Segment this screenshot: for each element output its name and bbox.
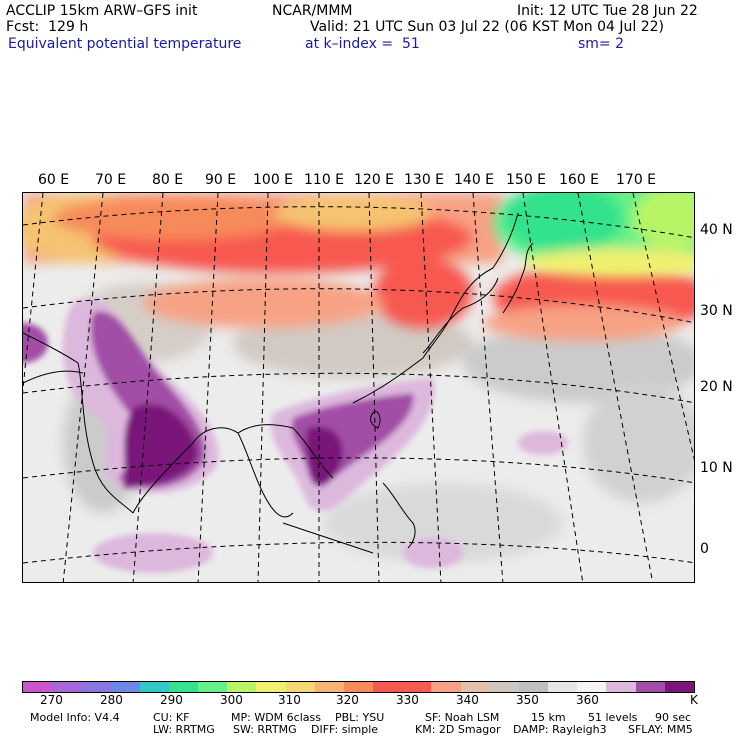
colorbar-label-310: 310	[278, 693, 301, 707]
footer-model-info: Model Info: V4.4	[30, 711, 120, 724]
colorbar-swatch-3	[110, 682, 140, 692]
colorbar-swatch-8	[256, 682, 286, 692]
graticule	[23, 193, 694, 582]
colorbar-label-300: 300	[220, 693, 243, 707]
colorbar-swatch-5	[168, 682, 199, 692]
footer-pbl: PBL: YSU	[335, 711, 385, 724]
colorbar-label-320: 320	[336, 693, 359, 707]
colorbar-swatch-22	[664, 682, 694, 692]
footer-diff: DIFF: simple	[311, 723, 379, 736]
lon-label-120e: 120 E	[354, 172, 395, 188]
footer-sf: SF: Noah LSM	[425, 711, 500, 724]
lon-label-80e: 80 E	[152, 172, 184, 188]
level-label: at k–index = 51	[305, 36, 420, 52]
colorbar	[22, 681, 695, 693]
lon-label-160e: 160 E	[559, 172, 600, 188]
colorbar-label-360: 360	[576, 693, 599, 707]
smoothing-label: sm= 2	[578, 36, 625, 52]
colorbar-swatch-19	[577, 682, 607, 692]
model-title: ACCLIP 15km ARW–GFS init	[6, 3, 198, 19]
footer-cu: CU: KF	[153, 711, 190, 724]
footer-sflay: SFLAY: MM5	[628, 723, 693, 736]
lon-label-110e: 110 E	[304, 172, 345, 188]
forecast-hour: Fcst: 129 h	[6, 19, 89, 35]
colorbar-swatch-12	[373, 682, 403, 692]
colorbar-swatch-10	[314, 682, 344, 692]
lat-label-10n: 10 N	[700, 460, 733, 476]
footer-damp: DAMP: Rayleigh3	[513, 723, 607, 736]
lon-label-130e: 130 E	[404, 172, 445, 188]
colorbar-swatch-13	[402, 682, 432, 692]
footer-lw: LW: RRTMG	[153, 723, 215, 736]
colorbar-swatch-21	[635, 682, 665, 692]
colorbar-swatch-1	[52, 682, 82, 692]
colorbar-label-350: 350	[516, 693, 539, 707]
footer-timestep: 90 sec	[655, 711, 692, 724]
colorbar-swatch-2	[81, 682, 111, 692]
colorbar-swatch-20	[606, 682, 636, 692]
footer-km: KM: 2D Smagor	[415, 723, 501, 736]
colorbar-swatch-11	[343, 682, 374, 692]
colorbar-swatch-18	[548, 682, 578, 692]
colorbar-label-340: 340	[456, 693, 479, 707]
colorbar-swatch-14	[431, 682, 461, 692]
colorbar-label-290: 290	[160, 693, 183, 707]
lon-label-60e: 60 E	[38, 172, 70, 188]
colorbar-label-330: 330	[396, 693, 419, 707]
lat-label-40n: 40 N	[700, 222, 733, 238]
lat-label-0: 0	[700, 541, 709, 557]
colorbar-swatch-7	[227, 682, 257, 692]
colorbar-swatch-9	[285, 682, 315, 692]
colorbar-label-280: 280	[100, 693, 123, 707]
colorbar-swatch-17	[518, 682, 549, 692]
footer-mp: MP: WDM 6class	[231, 711, 321, 724]
coastlines	[23, 212, 534, 554]
lat-label-30n: 30 N	[700, 303, 733, 319]
map-panel	[22, 192, 695, 583]
colorbar-swatch-16	[489, 682, 519, 692]
footer-sw: SW: RRTMG	[233, 723, 297, 736]
colorbar-swatch-6	[198, 682, 228, 692]
colorbar-label-270: 270	[40, 693, 63, 707]
lon-label-90e: 90 E	[205, 172, 237, 188]
org-label: NCAR/MMM	[272, 3, 353, 19]
valid-time: Valid: 21 UTC Sun 03 Jul 22 (06 KST Mon …	[310, 19, 664, 35]
colorbar-swatch-0	[23, 682, 53, 692]
colorbar-swatch-4	[139, 682, 169, 692]
lon-label-150e: 150 E	[506, 172, 547, 188]
footer-levels: 51 levels	[588, 711, 638, 724]
field-name: Equivalent potential temperature	[8, 36, 242, 52]
colorbar-unit: K	[690, 693, 698, 707]
init-time: Init: 12 UTC Tue 28 Jun 22	[517, 3, 698, 19]
lat-label-20n: 20 N	[700, 379, 733, 395]
lon-label-100e: 100 E	[253, 172, 294, 188]
lon-label-140e: 140 E	[454, 172, 495, 188]
theta-e-field	[23, 193, 694, 582]
lon-label-170e: 170 E	[616, 172, 657, 188]
lon-label-70e: 70 E	[95, 172, 127, 188]
footer-resolution: 15 km	[531, 711, 566, 724]
colorbar-swatch-15	[460, 682, 490, 692]
